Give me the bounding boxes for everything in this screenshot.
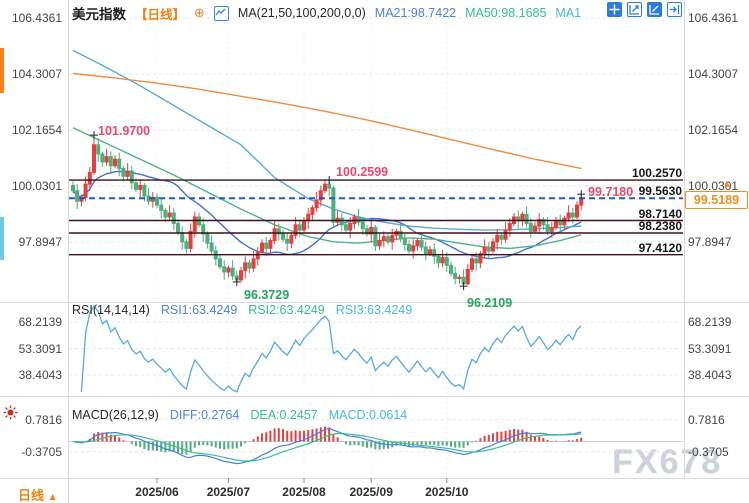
- rsi-macd-divider: [0, 396, 749, 397]
- period-arrow-icon: ▲: [47, 492, 58, 503]
- rsi2-value: RSI2:63.4249: [248, 303, 325, 317]
- diff-value: DIFF:0.2764: [169, 408, 240, 422]
- macd-params[interactable]: MACD(26,12,9): [72, 408, 159, 422]
- left-strip-orange: [0, 48, 4, 93]
- dea-value: DEA:0.2457: [250, 408, 318, 422]
- macd-header: MACD(26,12,9) DIFF:0.2764 DEA:0.2457 MAC…: [72, 408, 407, 422]
- current-price-tag: 99.5189: [685, 191, 748, 209]
- bar-scale-icon[interactable]: [647, 2, 662, 17]
- main-rsi-divider: [0, 302, 749, 303]
- ma-settings-label[interactable]: MA(21,50,100,200,0,0): [237, 6, 366, 20]
- rsi-header: RSI(14,14,14) RSI1:63.4249 RSI2:63.4249 …: [72, 303, 412, 317]
- rsi1-value: RSI1:63.4249: [160, 303, 238, 317]
- ma50-value: MA50:98.1685: [465, 6, 547, 20]
- symbol-title: 美元指数: [72, 7, 126, 22]
- right-axis-divider: [684, 0, 685, 478]
- rsi-params[interactable]: RSI(14,14,14): [72, 303, 150, 317]
- ma100-value-truncated: MA1: [555, 6, 582, 20]
- add-indicator-icon[interactable]: ⊕: [194, 5, 205, 20]
- axis-scale-icon[interactable]: [627, 2, 642, 17]
- line-chart-icon[interactable]: [213, 5, 229, 21]
- chart-toolbar: [607, 2, 682, 17]
- rsi3-value: RSI3:63.4249: [335, 303, 413, 317]
- left-axis-divider: [68, 0, 69, 503]
- chart-header: 美元指数 【日线】 ⊕ MA(21,50,100,200,0,0) MA21:9…: [72, 3, 581, 23]
- ma21-value: MA21:98.7422: [374, 6, 457, 20]
- period-selector[interactable]: 【日线】: [135, 7, 186, 22]
- price-up-arrow-icon: ▲: [722, 179, 732, 190]
- footer-period-selector[interactable]: 日线 ▲: [18, 488, 58, 503]
- left-strip-cyan: [0, 217, 4, 260]
- macd-value: MACD:0.0614: [328, 408, 408, 422]
- collapse-right-icon[interactable]: [667, 2, 682, 17]
- move-tool-icon[interactable]: [607, 2, 622, 17]
- watermark: FX678: [612, 443, 723, 481]
- time-axis-divider: [0, 478, 749, 479]
- settings-sun-icon[interactable]: [3, 405, 18, 425]
